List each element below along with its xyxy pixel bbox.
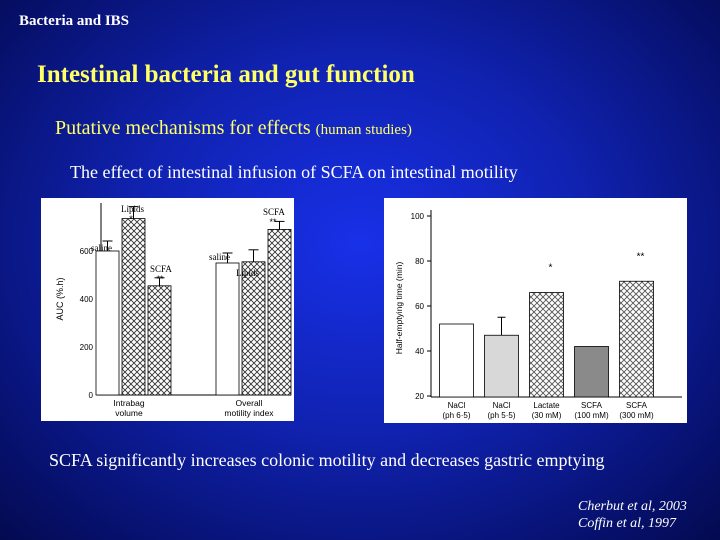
significance-marker: ** <box>269 217 277 227</box>
y-tick-label: 80 <box>415 257 424 266</box>
reference-2: Coffin et al, 1997 <box>578 516 676 531</box>
bar-saline <box>95 250 120 396</box>
significance-marker: * <box>549 263 553 274</box>
bar-3 <box>574 346 609 398</box>
y-tick-label: 20 <box>415 392 424 401</box>
subtitle-main: Putative mechanisms for effects <box>55 117 316 139</box>
slide-header-tag: Bacteria and IBS <box>19 13 130 29</box>
x-category-label: (ph 6·5) <box>442 411 470 420</box>
significance-marker: ** <box>637 251 645 262</box>
x-category-label: NaCl <box>493 401 511 410</box>
conclusion-text: SCFA significantly increases colonic mot… <box>49 450 605 470</box>
bar-1 <box>484 334 519 398</box>
slide-title: Intestinal bacteria and gut function <box>37 61 415 88</box>
x-category-label: (30 mM) <box>532 411 562 420</box>
annotation-saline: saline <box>91 243 112 253</box>
bar-scfa <box>147 285 172 396</box>
x-category-label: (ph 5·5) <box>487 411 515 420</box>
x-category-label: (100 mM) <box>574 411 609 420</box>
gastric-emptying-chart-panel: 20 40 60 80 100 Half-emptying time (min) NaCl(… <box>384 198 687 423</box>
bar-lipids <box>121 218 146 396</box>
x-category-label: Overall <box>236 398 263 408</box>
y-tick-label: 0 <box>89 391 94 400</box>
annotation-lipids: Lipids <box>121 204 144 214</box>
y-tick-label: 60 <box>415 302 424 311</box>
y-tick-label: 400 <box>80 295 94 304</box>
y-axis-label: AUC (%.h) <box>55 277 65 320</box>
slide-subtitle: Putative mechanisms for effects (human s… <box>55 117 412 140</box>
x-category-label: (300 mM) <box>619 411 654 420</box>
y-tick-label: 100 <box>411 212 425 221</box>
annotation-lipids: Lipids <box>236 268 259 278</box>
bar-2 <box>529 292 564 398</box>
x-category-label: motility index <box>224 408 274 418</box>
x-category-label: SCFA <box>626 401 648 410</box>
bar-lipids <box>241 261 266 396</box>
y-tick-label: 200 <box>80 343 94 352</box>
significance-marker: * <box>129 214 133 224</box>
annotation-scfa: SCFA <box>263 207 285 217</box>
y-tick-label: 600 <box>80 247 94 256</box>
x-category-label: SCFA <box>581 401 603 410</box>
y-axis-label: Half-emptying time (min) <box>394 262 404 355</box>
bar-0 <box>439 323 474 398</box>
x-category-label: volume <box>115 408 143 418</box>
y-tick-label: 40 <box>415 347 424 356</box>
bar-4 <box>619 280 654 398</box>
reference-1: Cherbut et al, 2003 <box>578 499 687 514</box>
annotation-scfa: SCFA <box>150 264 172 274</box>
x-category-label: NaCl <box>448 401 466 410</box>
annotation-saline: saline <box>209 252 230 262</box>
bar-saline <box>215 262 240 396</box>
subtitle-small: (human studies) <box>315 122 412 138</box>
x-category-label: Lactate <box>533 401 560 410</box>
bar-scfa <box>267 228 292 396</box>
motility-chart-panel: 0 200 400 600 AUC (%.h) Intrabag volume Overall… <box>41 198 294 421</box>
figure-caption: The effect of intestinal infusion of SCF… <box>70 162 518 182</box>
significance-marker: ** <box>156 274 164 284</box>
x-category-label: Intrabag <box>113 398 144 408</box>
